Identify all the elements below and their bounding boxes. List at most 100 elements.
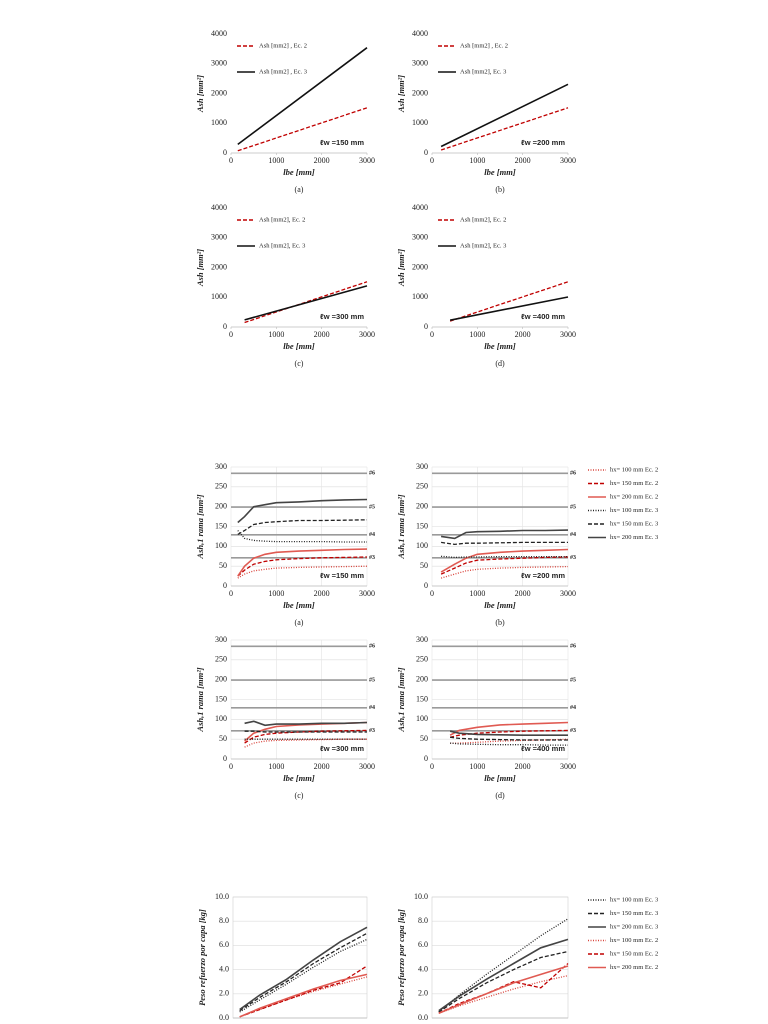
x-tick-label: 1000 xyxy=(268,589,284,598)
figure-caption: (d) xyxy=(495,359,505,368)
x-tick-label: 3000 xyxy=(560,762,576,771)
series-line xyxy=(449,730,568,736)
legend-label: hx= 150 mm Ec. 3 xyxy=(610,910,658,917)
series-line xyxy=(237,556,368,577)
reference-label: #3 xyxy=(570,555,576,561)
y-tick-label: 10.0 xyxy=(414,892,428,901)
y-tick-label: 50 xyxy=(420,561,428,570)
y-tick-label: 6.0 xyxy=(219,940,229,949)
series-line xyxy=(239,976,368,1018)
x-tick-label: 2000 xyxy=(515,762,531,771)
legend-label: Ash [mm2], Ec. 3 xyxy=(460,242,506,249)
series-line xyxy=(244,730,367,733)
series-line xyxy=(244,285,368,321)
series-line xyxy=(239,938,368,1013)
reference-label: #6 xyxy=(369,471,375,477)
reference-label: #6 xyxy=(570,644,576,650)
series-line xyxy=(438,974,569,1014)
x-tick-label: 3000 xyxy=(560,330,576,339)
legend-label: Ash [mm2] , Ec. 2 xyxy=(460,42,508,49)
y-tick-label: 300 xyxy=(215,462,227,471)
legend-label: Ash [mm2], Ec. 3 xyxy=(460,68,506,75)
y-tick-label: 1000 xyxy=(211,118,227,127)
series-line xyxy=(440,107,569,151)
y-tick-label: 100 xyxy=(215,541,227,550)
y-axis-label: Ash,1 rama [mm²] xyxy=(195,667,205,732)
legend-label: hx= 200 mm Ec. 3 xyxy=(610,534,658,541)
legend-label: Ash [mm2], Ec. 2 xyxy=(460,216,506,223)
annotation: ℓw =400 mm xyxy=(521,744,565,753)
series-line xyxy=(244,281,368,324)
x-tick-label: 3000 xyxy=(560,156,576,165)
y-tick-label: 150 xyxy=(215,694,227,703)
x-tick-label: 2000 xyxy=(515,330,531,339)
y-tick-label: 4.0 xyxy=(418,964,428,973)
series-line xyxy=(237,107,368,152)
y-tick-label: 0 xyxy=(424,322,428,331)
x-tick-label: 0 xyxy=(430,330,434,339)
y-tick-label: 4000 xyxy=(211,203,227,212)
y-tick-label: 4000 xyxy=(211,29,227,38)
series-line xyxy=(239,926,368,1011)
legend-label: Ash [mm2], Ec. 3 xyxy=(259,242,305,249)
series-line xyxy=(239,973,368,1018)
y-tick-label: 300 xyxy=(416,635,428,644)
y-axis-label: Ash,1 rama [mm²] xyxy=(396,494,406,559)
reference-label: #6 xyxy=(570,471,576,477)
y-axis-label: Ash [mm²] xyxy=(195,75,205,113)
y-axis-label: Ash,1 rama [mm²] xyxy=(195,494,205,559)
reference-label: #4 xyxy=(369,532,375,538)
y-tick-label: 250 xyxy=(416,482,428,491)
y-tick-label: 150 xyxy=(416,694,428,703)
series-line xyxy=(438,918,569,1013)
y-tick-label: 0.0 xyxy=(219,1013,229,1022)
x-tick-label: 1000 xyxy=(469,156,485,165)
legend-label: hx= 100 mm Ec. 2 xyxy=(610,466,658,473)
y-tick-label: 250 xyxy=(215,482,227,491)
annotation: ℓw =150 mm xyxy=(320,138,364,147)
y-axis-label: Ash [mm²] xyxy=(396,75,406,113)
x-tick-label: 0 xyxy=(229,330,233,339)
reference-label: #4 xyxy=(570,532,576,538)
reference-label: #4 xyxy=(369,705,375,711)
figure-caption: (d) xyxy=(495,791,505,800)
y-tick-label: 2000 xyxy=(412,88,428,97)
x-axis-label: lbe [mm] xyxy=(484,167,516,177)
y-tick-label: 0 xyxy=(223,322,227,331)
reference-label: #5 xyxy=(570,504,576,510)
x-axis-label: lbe [mm] xyxy=(283,600,315,610)
series-line xyxy=(449,281,569,322)
annotation: ℓw =300 mm xyxy=(320,312,364,321)
series-line xyxy=(440,556,569,575)
reference-label: #4 xyxy=(570,705,576,711)
y-tick-label: 4000 xyxy=(412,29,428,38)
y-tick-label: 8.0 xyxy=(219,916,229,925)
y-tick-label: 1000 xyxy=(412,292,428,301)
annotation: ℓw =200 mm xyxy=(521,138,565,147)
x-tick-label: 2000 xyxy=(515,156,531,165)
series-line xyxy=(450,736,568,741)
y-tick-label: 0 xyxy=(424,754,428,763)
legend-label: hx= 150 mm Ec. 2 xyxy=(610,950,658,957)
y-tick-label: 0 xyxy=(223,581,227,590)
legend-label: Ash [mm2] , Ec. 2 xyxy=(259,42,307,49)
x-tick-label: 2000 xyxy=(314,762,330,771)
series-line xyxy=(449,296,569,321)
y-tick-label: 300 xyxy=(215,635,227,644)
x-tick-label: 3000 xyxy=(560,589,576,598)
y-tick-label: 3000 xyxy=(412,233,428,242)
figure-caption: (a) xyxy=(295,185,304,194)
x-axis-label: lbe [mm] xyxy=(283,341,315,351)
x-tick-label: 3000 xyxy=(359,156,375,165)
reference-label: #3 xyxy=(369,728,375,734)
figure-caption: (b) xyxy=(495,618,505,627)
x-axis-label: lbe [mm] xyxy=(484,773,516,783)
x-tick-label: 0 xyxy=(430,156,434,165)
annotation: ℓw =300 mm xyxy=(320,744,364,753)
y-tick-label: 4000 xyxy=(412,203,428,212)
y-tick-label: 3000 xyxy=(211,59,227,68)
x-axis-label: lbe [mm] xyxy=(283,167,315,177)
y-tick-label: 8.0 xyxy=(418,916,428,925)
